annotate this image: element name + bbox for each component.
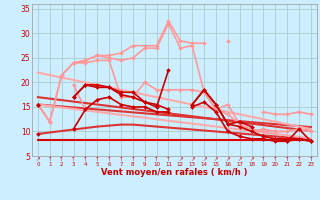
X-axis label: Vent moyen/en rafales ( km/h ): Vent moyen/en rafales ( km/h ) [101,168,248,177]
